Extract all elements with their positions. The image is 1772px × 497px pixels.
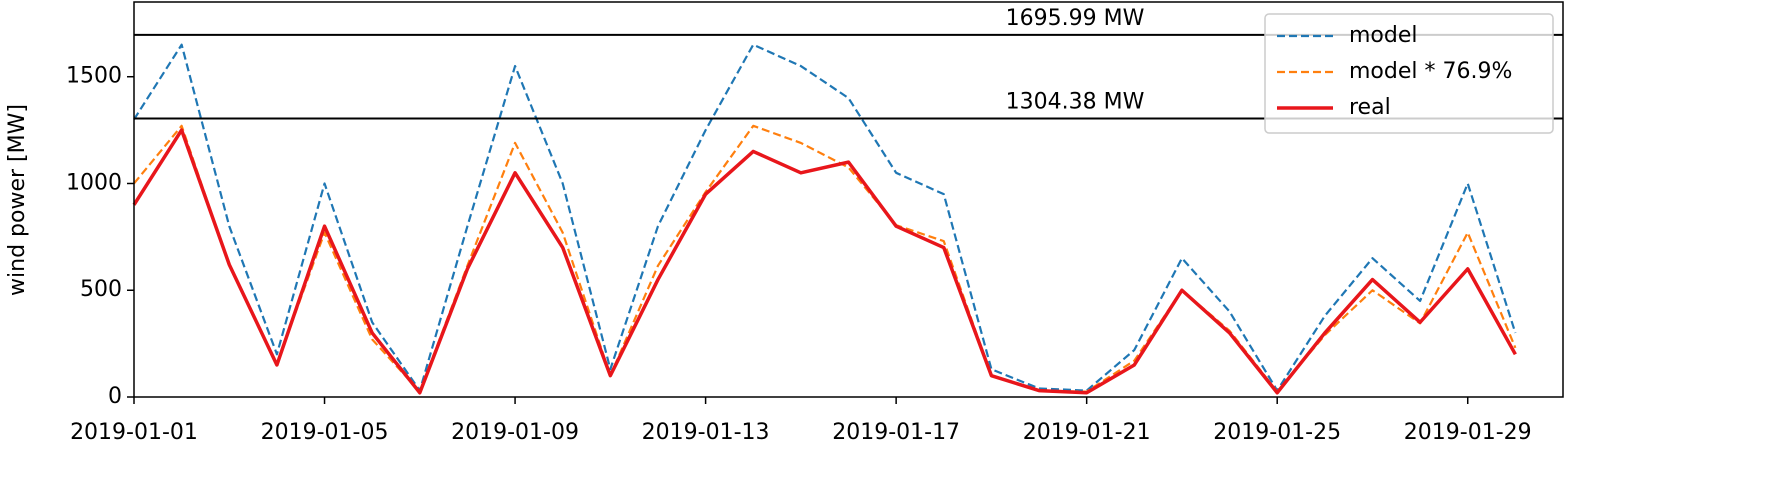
x-tick-label: 2019-01-29 [1404, 420, 1532, 445]
x-tick-label: 2019-01-17 [832, 420, 960, 445]
x-tick-label: 2019-01-05 [261, 420, 389, 445]
y-tick-label: 1000 [66, 170, 122, 195]
series-line [133, 43, 1517, 392]
x-tick-label: 2019-01-01 [70, 420, 198, 445]
plot-frame [133, 1, 1564, 398]
y-tick-label: 1500 [66, 64, 122, 89]
y-axis-label: wind power [MW] [5, 104, 30, 296]
legend-label: model [1349, 23, 1418, 48]
y-tick-label: 500 [80, 277, 122, 302]
x-tick-label: 2019-01-21 [1023, 420, 1151, 445]
reference-label: 1304.38 MW [1006, 89, 1145, 114]
series-line [132, 128, 1517, 395]
x-tick-label: 2019-01-09 [451, 420, 579, 445]
x-tick-label: 2019-01-25 [1213, 420, 1341, 445]
legend-label: model * 76.9% [1349, 59, 1512, 84]
y-tick-label: 0 [108, 384, 122, 409]
reference-label: 1695.99 MW [1006, 6, 1145, 31]
legend-label: real [1349, 95, 1391, 120]
x-tick-label: 2019-01-13 [642, 420, 770, 445]
series-line [133, 124, 1517, 393]
legend-box [1264, 13, 1554, 134]
